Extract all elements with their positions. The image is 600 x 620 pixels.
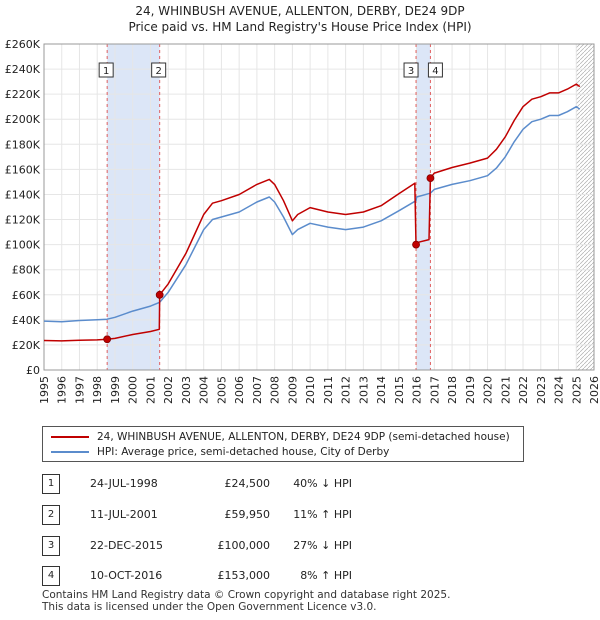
price-chart: £0 £20K £40K £60K £80K £100K £120K £140K £160K £1…: [5, 38, 600, 404]
x-tick-label: 1999: [109, 376, 122, 404]
y-tick-label: £160K: [5, 163, 41, 176]
sale-number-box: [403, 62, 419, 78]
y-tick-label: £240K: [5, 63, 41, 76]
transaction-hpi: 27% ↓ HPI: [293, 539, 352, 552]
y-tick-label: £120K: [5, 214, 41, 227]
table-row: 3 22-DEC-2015 £100,000 27% ↓ HPI: [42, 536, 582, 556]
plot-frame: [43, 43, 595, 371]
transaction-price: £59,950: [224, 508, 271, 521]
transaction-number: 3: [42, 536, 60, 556]
x-tick-label: 2016: [411, 376, 424, 404]
transaction-hpi: 40% ↓ HPI: [293, 477, 352, 490]
y-tick-label: £200K: [5, 113, 41, 126]
x-tick-label: 2009: [286, 376, 299, 404]
x-tick-label: 2000: [127, 376, 140, 404]
transaction-hpi: 8% ↑ HPI: [300, 569, 352, 582]
x-tick-label: 2008: [269, 376, 282, 404]
y-tick-label: £60K: [12, 289, 41, 302]
x-tick-label: 2023: [535, 376, 548, 404]
sale-number-box: [427, 62, 443, 78]
x-tick-label: 2013: [357, 376, 370, 404]
x-tick-label: 2004: [198, 376, 211, 404]
x-tick-label: 2024: [553, 376, 566, 404]
sale-number-label: 3: [408, 66, 414, 77]
x-tick-label: 2007: [251, 376, 264, 404]
transaction-date: 10-OCT-2016: [90, 569, 163, 582]
x-tick-label: 1996: [56, 376, 69, 404]
x-tick-label: 2014: [375, 376, 388, 404]
sale-point: [155, 290, 164, 299]
legend-label-property: 24, WHINBUSH AVENUE, ALLENTON, DERBY, DE…: [97, 431, 510, 443]
x-tick-label: 2015: [393, 376, 406, 404]
x-tick-label: 1995: [38, 376, 51, 404]
x-tick-label: 2010: [304, 376, 317, 404]
y-tick-label: £0: [26, 364, 40, 377]
y-tick-label: £40K: [12, 314, 41, 327]
footer-line-licence: This data is licensed under the Open Gov…: [42, 601, 377, 613]
hpi-line: [43, 105, 581, 323]
table-row: 2 11-JUL-2001 £59,950 11% ↑ HPI: [42, 505, 582, 525]
x-tick-label: 2025: [570, 376, 583, 404]
sale-band: [416, 44, 431, 370]
transaction-date: 24-JUL-1998: [90, 477, 158, 490]
transaction-price: £100,000: [217, 539, 271, 552]
y-tick-label: £140K: [5, 188, 41, 201]
x-tick-label: 2019: [464, 376, 477, 404]
y-tick-label: £260K: [5, 38, 41, 51]
sale-point: [103, 335, 112, 344]
transaction-date: 11-JUL-2001: [90, 508, 158, 521]
legend-swatch-hpi: [51, 451, 89, 453]
y-tick-label: £100K: [5, 239, 41, 252]
x-tick-label: 2003: [180, 376, 193, 404]
x-tick-label: 2017: [428, 376, 441, 404]
x-tick-label: 2011: [322, 376, 335, 404]
x-tick-label: 1997: [73, 376, 86, 404]
legend-item-hpi: HPI: Average price, semi-detached house,…: [51, 445, 389, 459]
x-tick-label: 2006: [233, 376, 246, 404]
y-tick-label: £20K: [12, 339, 41, 352]
forecast-hatch: [576, 44, 594, 370]
x-tick-label: 2002: [162, 376, 175, 404]
x-tick-label: 2020: [482, 376, 495, 404]
transaction-number: 1: [42, 474, 60, 494]
y-tick-label: £180K: [5, 138, 41, 151]
x-tick-label: 2022: [517, 376, 530, 404]
chart-subtitle: Price paid vs. HM Land Registry's House …: [128, 20, 472, 34]
sale-number-label: 2: [155, 66, 161, 77]
y-tick-label: £220K: [5, 88, 41, 101]
chart-title: 24, WHINBUSH AVENUE, ALLENTON, DERBY, DE…: [135, 4, 465, 18]
footer-attribution: Contains HM Land Registry data © Crown c…: [42, 589, 450, 613]
table-row: 1 24-JUL-1998 £24,500 40% ↓ HPI: [42, 474, 582, 494]
transaction-price: £153,000: [217, 569, 271, 582]
x-tick-label: 2021: [499, 376, 512, 404]
legend-label-hpi: HPI: Average price, semi-detached house,…: [97, 446, 390, 458]
transaction-number: 4: [42, 566, 60, 586]
table-row: 4 10-OCT-2016 £153,000 8% ↑ HPI: [42, 566, 582, 586]
transaction-price: £24,500: [224, 477, 271, 490]
x-tick-label: 1998: [91, 376, 104, 404]
sale-point: [412, 240, 420, 249]
sale-number-box: [98, 62, 114, 78]
footer-line-copyright: Contains HM Land Registry data © Crown c…: [42, 589, 451, 601]
x-tick-label: 2026: [588, 376, 600, 404]
sale-point: [426, 174, 435, 183]
legend: 24, WHINBUSH AVENUE, ALLENTON, DERBY, DE…: [42, 426, 524, 462]
x-tick-label: 2005: [215, 376, 228, 404]
legend-item-property: 24, WHINBUSH AVENUE, ALLENTON, DERBY, DE…: [51, 430, 510, 444]
y-tick-label: £80K: [12, 264, 41, 277]
legend-swatch-property: [51, 436, 89, 438]
transaction-date: 22-DEC-2015: [90, 539, 164, 552]
x-tick-label: 2012: [340, 376, 353, 404]
x-tick-label: 2001: [144, 376, 157, 404]
transaction-number: 2: [42, 505, 60, 525]
property-line: [43, 83, 581, 342]
x-tick-label: 2018: [446, 376, 459, 404]
sale-number-box: [151, 62, 167, 78]
transaction-hpi: 11% ↑ HPI: [293, 508, 352, 521]
sale-number-label: 4: [432, 66, 438, 77]
sale-number-label: 1: [103, 66, 109, 77]
